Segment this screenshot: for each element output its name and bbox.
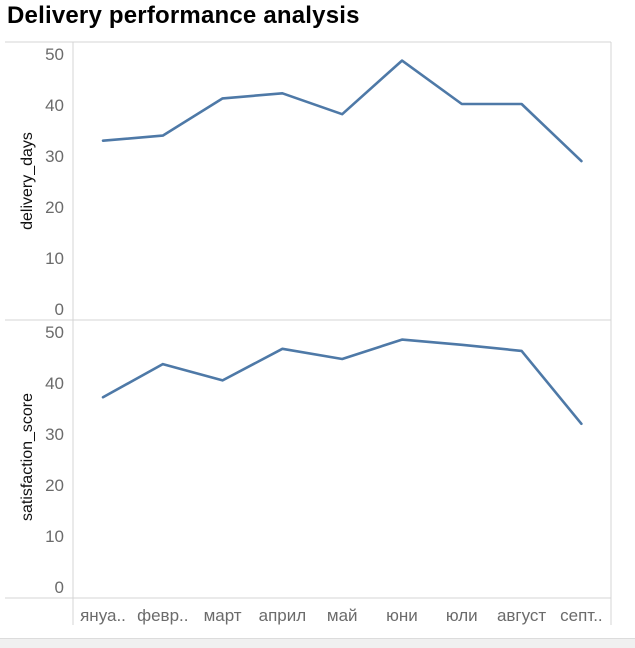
series-line-delivery_days [101,59,583,163]
series-line-satisfaction_score [101,338,583,426]
y-tick-label: 50 [45,45,64,64]
data-point [339,111,345,117]
y-tick-label: 20 [45,198,64,217]
x-tick-label: януа.. [80,606,126,625]
data-point [578,421,584,427]
y-tick-label: 10 [45,249,64,268]
x-tick-label: февр.. [137,606,188,625]
y-tick-label: 30 [45,425,64,444]
data-point [459,101,465,107]
x-tick-label: март [204,606,242,625]
y-tick-label: 50 [45,323,64,342]
y-tick-label: 10 [45,527,64,546]
data-point [220,95,226,101]
data-point [339,356,345,362]
data-point [399,337,405,343]
data-point [459,342,465,348]
x-tick-label: август [497,606,546,625]
data-point [160,133,166,139]
x-tick-label: септ.. [560,606,603,625]
y-tick-label: 0 [55,300,64,319]
data-point [100,394,106,400]
x-tick-label: юни [386,606,418,625]
data-point [160,361,166,367]
footer-bar [0,638,635,648]
data-point [519,348,525,354]
data-point [399,58,405,64]
data-point [519,101,525,107]
y-tick-label: 20 [45,476,64,495]
data-point [100,138,106,144]
data-point [220,377,226,383]
y-tick-label: 0 [55,578,64,597]
data-point [279,346,285,352]
y-axis-label: delivery_days [19,132,36,230]
data-point [279,90,285,96]
chart-title: Delivery performance analysis [7,2,360,29]
y-tick-label: 30 [45,147,64,166]
y-axis-label: satisfaction_score [19,393,36,521]
x-tick-label: април [259,606,307,625]
y-tick-label: 40 [45,374,64,393]
x-tick-label: май [327,606,358,625]
x-tick-label: юли [446,606,478,625]
y-tick-label: 40 [45,96,64,115]
data-point [578,158,584,164]
